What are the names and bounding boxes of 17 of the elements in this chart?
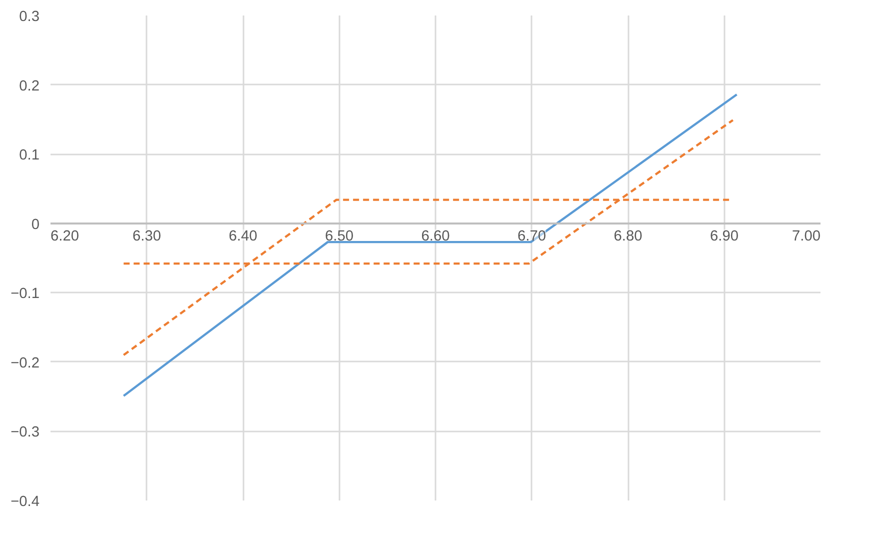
x-tick-label: 6.80: [614, 228, 642, 244]
x-tick-label: 6.40: [228, 228, 258, 244]
y-tick-label: −0.4: [10, 494, 40, 510]
y-tick-label: −0.2: [10, 355, 40, 372]
y-tick-label: −0.1: [10, 286, 40, 302]
x-tick-label: 6.60: [421, 228, 450, 244]
x-tick-label: 6.70: [517, 228, 546, 244]
x-tick-label: 6.30: [132, 228, 162, 244]
x-tick-label: 6.50: [324, 228, 354, 244]
y-tick-label: 0.3: [19, 9, 40, 25]
y-tick-label: −0.3: [10, 424, 40, 441]
x-tick-label: 7.00: [792, 228, 821, 244]
y-tick-label: 0.1: [19, 148, 40, 164]
x-tick-label: 6.20: [50, 228, 80, 244]
y-tick-label: 0.2: [19, 78, 40, 94]
x-tick-label: 6.90: [710, 228, 739, 244]
y-tick-label: 0: [31, 216, 40, 233]
